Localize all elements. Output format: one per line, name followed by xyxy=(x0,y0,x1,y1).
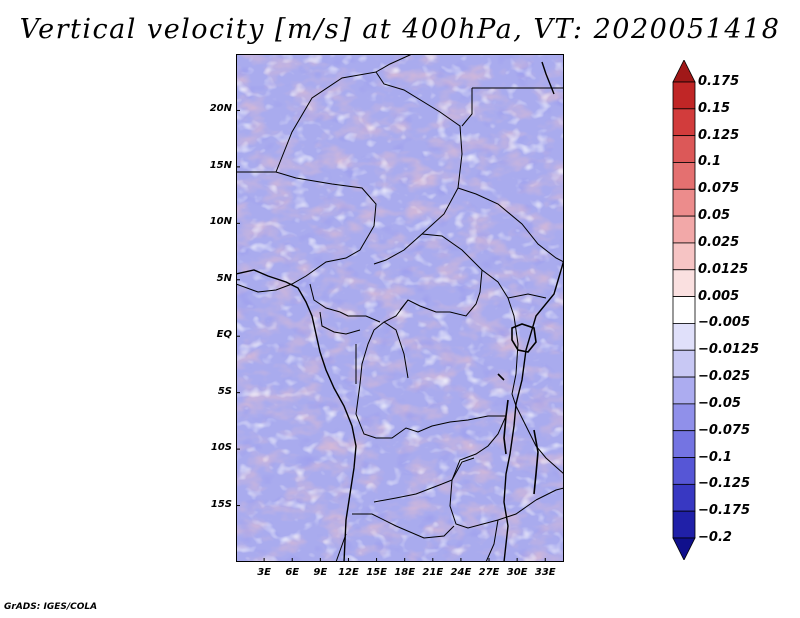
country-borders xyxy=(236,54,564,562)
colorbar-label: 0.025 xyxy=(698,234,740,250)
colorbar-swatch xyxy=(672,242,696,271)
colorbar-label: −0.175 xyxy=(698,503,751,519)
colorbar-label: 0.125 xyxy=(698,127,740,143)
lakes xyxy=(497,323,539,495)
field-neutral xyxy=(236,54,564,562)
lat-tick-label: 10S xyxy=(210,442,232,454)
colorbar-swatch xyxy=(672,81,696,110)
colorbar-swatch xyxy=(672,403,696,432)
lon-tick-label: 18E xyxy=(394,567,416,578)
velocity-map xyxy=(236,54,564,562)
lon-tick-label: 30E xyxy=(506,567,528,578)
lat-tick-label: 5N xyxy=(216,272,232,284)
colorbar-swatch xyxy=(672,457,696,485)
colorbar-swatch xyxy=(672,537,696,560)
colorbar-swatch xyxy=(672,296,696,324)
lon-tick-label: 3E xyxy=(257,567,271,578)
colorbar-swatch xyxy=(672,323,696,351)
lon-tick-label: 15E xyxy=(366,567,387,578)
colorbar-swatch xyxy=(672,215,696,244)
lon-tick-label: 27E xyxy=(478,567,500,578)
colorbar-label: 0.005 xyxy=(698,288,740,304)
colorbar-swatch xyxy=(672,349,696,378)
lon-tick-label: 12E xyxy=(338,567,359,578)
colorbar-swatch xyxy=(672,60,696,83)
lon-tick-label: 9E xyxy=(313,567,328,578)
colorbar-label: 0.05 xyxy=(698,208,731,224)
colorbar-label: −0.0125 xyxy=(698,342,760,358)
colorbar-label: 0.15 xyxy=(698,100,731,116)
lon-tick-label: 6E xyxy=(285,567,300,578)
lon-tick-label: 21E xyxy=(422,567,444,578)
colorbar xyxy=(672,60,696,560)
lat-tick-label: EQ xyxy=(216,329,232,341)
colorbar-label: −0.05 xyxy=(698,395,741,411)
colorbar-label: −0.2 xyxy=(698,530,732,545)
colorbar-swatch xyxy=(672,376,696,405)
colorbar-label: −0.005 xyxy=(698,315,751,331)
lat-tick-label: 15N xyxy=(209,159,232,171)
colorbar-label: −0.025 xyxy=(698,369,751,385)
colorbar-label: 0.0125 xyxy=(698,261,749,277)
colorbar-swatch xyxy=(672,108,696,137)
map-frame xyxy=(236,54,564,562)
colorbar-swatch xyxy=(672,430,696,458)
colorbar-label: 0.075 xyxy=(698,181,740,197)
lat-tick-label: 10N xyxy=(209,216,232,228)
colorbar-swatch xyxy=(672,510,696,539)
colorbar-label: −0.075 xyxy=(698,422,751,438)
colorbar-label: 0.175 xyxy=(698,74,740,89)
colorbar-label: 0.1 xyxy=(698,154,722,170)
colorbar-swatch xyxy=(672,162,696,190)
colorbar-label: −0.125 xyxy=(698,476,751,492)
colorbar-label: −0.1 xyxy=(698,449,732,465)
colorbar-swatch xyxy=(672,135,696,163)
colorbar-swatch xyxy=(672,188,696,217)
lat-tick-label: 15S xyxy=(210,498,232,510)
lat-tick-label: 5S xyxy=(217,385,232,397)
map-title: Vertical velocity [m/s] at 400hPa, VT: 2… xyxy=(19,14,781,45)
coastline xyxy=(236,61,564,562)
lon-tick-label: 24E xyxy=(450,567,472,578)
colorbar-swatch xyxy=(672,483,696,512)
colorbar-swatch xyxy=(672,269,696,297)
lon-tick-label: 33E xyxy=(534,567,556,578)
grads-credit: GrADS: IGES/COLA xyxy=(4,602,98,612)
lat-tick-label: 20N xyxy=(209,103,232,115)
